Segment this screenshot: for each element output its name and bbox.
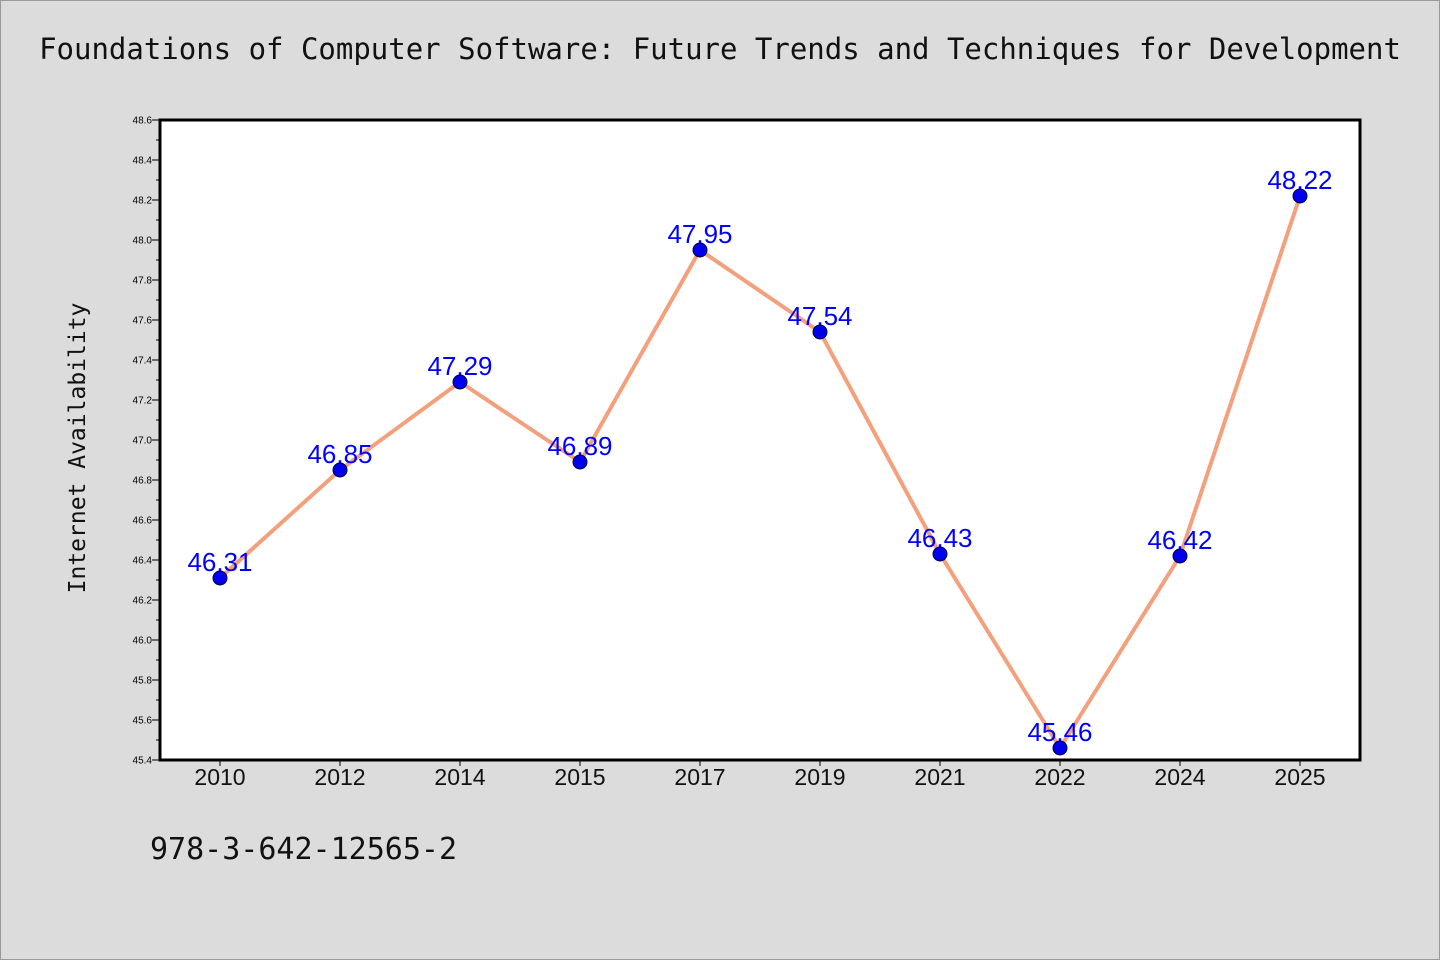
data-point [692, 242, 708, 258]
data-label: 45.46 [1027, 717, 1092, 747]
y-axis-label: Internet Availability [65, 303, 91, 594]
y-tick-label: 47.8 [133, 276, 153, 287]
y-tick-label: 48.4 [133, 156, 153, 167]
data-label: 46.42 [1147, 525, 1212, 555]
data-markers [212, 188, 1308, 756]
data-label: 47.95 [667, 219, 732, 249]
x-tick-label: 2022 [1034, 764, 1085, 790]
y-tick-label: 46.8 [133, 476, 153, 487]
x-tick-label: 2024 [1154, 764, 1205, 790]
data-point [932, 546, 948, 562]
y-tick-label: 45.6 [133, 716, 153, 727]
x-tick-label: 2021 [914, 764, 965, 790]
x-tick-label: 2012 [314, 764, 365, 790]
x-tick-label: 2010 [194, 764, 245, 790]
x-tick-label: 2025 [1274, 764, 1325, 790]
x-tick-label: 2019 [794, 764, 845, 790]
x-axis: 2010 2012 2014 2015 2017 2019 2021 2022 2024 2025 [194, 760, 1326, 790]
data-point [1172, 548, 1188, 564]
y-tick-label: 46.6 [133, 516, 153, 527]
data-label: 46.85 [307, 439, 372, 469]
data-point [332, 462, 348, 478]
y-axis: 45.4 45.6 45.8 46.0 46.2 46.4 46.6 46.8 47.0 47.2… [133, 116, 160, 767]
data-labels: 46.31 46.85 47.29 46.89 47.95 47.54 46.43 45.46… [187, 165, 1332, 747]
y-tick-label: 47.6 [133, 316, 153, 327]
data-label: 47.29 [427, 351, 492, 381]
chart-title: Foundations of Computer Software: Future… [39, 32, 1401, 66]
y-tick-label: 45.8 [133, 676, 153, 687]
plot-area [158, 118, 1362, 762]
data-point [212, 570, 228, 586]
isbn-footer: 978-3-642-12565-2 [150, 832, 458, 867]
data-point [572, 454, 588, 470]
x-tick-label: 2014 [434, 764, 485, 790]
data-label: 47.54 [787, 301, 852, 331]
data-point [1292, 188, 1308, 204]
y-tick-label: 46.0 [133, 636, 153, 647]
y-tick-label: 46.4 [133, 556, 153, 567]
y-tick-label: 47.4 [133, 356, 153, 367]
data-point [452, 374, 468, 390]
series-line [218, 195, 1302, 750]
y-tick-label: 48.6 [133, 116, 153, 127]
y-tick-label: 47.2 [133, 396, 153, 407]
data-label: 46.89 [547, 431, 612, 461]
y-tick-label: 46.2 [133, 596, 153, 607]
data-point [1052, 740, 1068, 756]
data-label: 46.31 [187, 547, 252, 577]
y-tick-label: 45.4 [133, 756, 153, 767]
data-label: 48.22 [1267, 165, 1332, 195]
y-tick-label: 47.0 [133, 436, 153, 447]
x-tick-label: 2015 [554, 764, 605, 790]
data-label: 46.43 [907, 523, 972, 553]
data-point [812, 324, 828, 340]
y-tick-label: 48.2 [133, 196, 153, 207]
x-tick-label: 2017 [674, 764, 725, 790]
y-tick-label: 48.0 [133, 236, 153, 247]
